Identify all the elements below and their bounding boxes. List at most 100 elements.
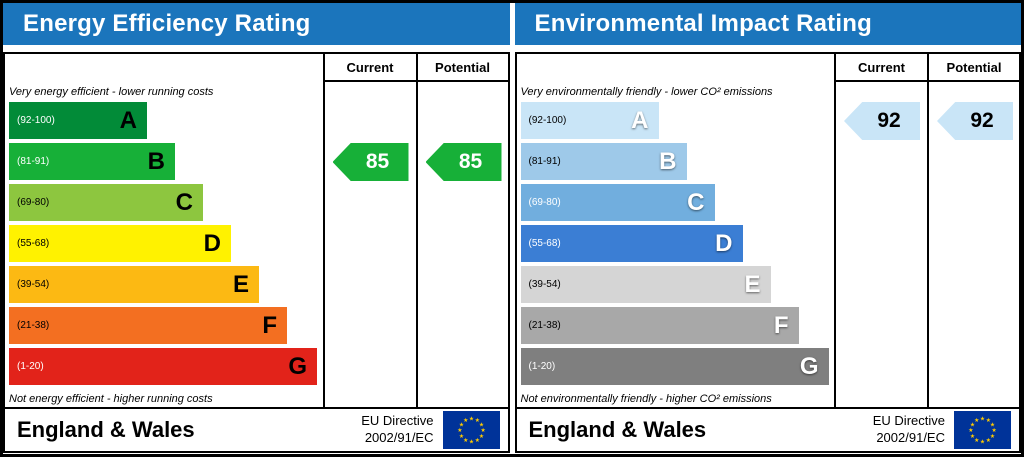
rating-band: (1-20) G [9, 348, 317, 385]
band-range-label: (69-80) [528, 197, 561, 208]
band-range-label: (55-68) [528, 238, 561, 249]
svg-text:★: ★ [980, 439, 985, 446]
eu-directive-line2: 2002/91/EC [876, 430, 945, 445]
potential-column-header: Potential [415, 54, 508, 82]
current-rating-arrow: 85 [332, 143, 409, 181]
column-spacer [5, 54, 323, 82]
band-range-label: (69-80) [17, 197, 50, 208]
svg-text:★: ★ [974, 417, 979, 424]
svg-text:★: ★ [980, 416, 985, 423]
band-range-label: (1-20) [17, 361, 44, 372]
rating-band: (81-91) B [9, 143, 175, 180]
band-letter: F [262, 311, 277, 339]
svg-text:★: ★ [990, 421, 995, 428]
eu-directive-label: EU Directive 2002/91/EC [873, 413, 945, 447]
rating-band: (39-54) E [520, 266, 771, 303]
rating-band: (81-91) B [520, 143, 687, 180]
svg-text:★: ★ [478, 421, 483, 428]
rating-band: (55-68) D [9, 225, 231, 262]
band-letter: A [119, 106, 137, 134]
band-letter: F [773, 311, 789, 339]
svg-text:★: ★ [463, 437, 468, 444]
band-list: (92-100) A (81-91) B (69-80) C (55-68) D… [520, 102, 835, 389]
potential-value-column: 85 [415, 82, 508, 407]
band-letter: G [288, 352, 307, 380]
current-value-column: 92 [834, 82, 927, 407]
band-list: (92-100) A (81-91) B (69-80) C (55-68) D… [9, 102, 323, 389]
environmental-title-bar: Environmental Impact Rating [514, 3, 1021, 45]
svg-text:★: ★ [468, 416, 473, 423]
bottom-caption: Not environmentally friendly - higher CO… [520, 393, 772, 405]
rating-band: (21-38) F [520, 307, 799, 344]
current-column-header: Current [834, 54, 927, 82]
svg-text:★: ★ [478, 433, 483, 440]
bands-column: Very environmentally friendly - lower CO… [517, 82, 835, 407]
svg-text:★: ★ [474, 417, 479, 424]
eu-directive-line1: EU Directive [872, 413, 945, 429]
band-range-label: (39-54) [17, 279, 50, 290]
bands-column: Very energy efficient - lower running co… [5, 82, 323, 407]
rating-band: (39-54) E [9, 266, 259, 303]
environmental-impact-panel: Environmental Impact Rating Current Pote… [514, 3, 1021, 454]
rating-band: (69-80) C [9, 184, 203, 221]
band-range-label: (55-68) [17, 238, 50, 249]
potential-column-header: Potential [927, 54, 1019, 82]
rating-band-row: (1-20) G [520, 348, 835, 385]
environmental-rating-chart: Current Potential Very environmentally f… [514, 52, 1021, 409]
band-range-label: (81-91) [528, 156, 561, 167]
potential-rating-arrow: 92 [937, 102, 1013, 140]
potential-value-column: 92 [927, 82, 1019, 407]
eu-flag-icon: ★ ★★ ★★★ ★★★ ★★★ [954, 411, 1011, 449]
rating-band: (1-20) G [520, 348, 829, 385]
current-rating-arrow: 92 [844, 102, 920, 140]
svg-text:★: ★ [986, 417, 991, 424]
rating-band: (92-100) A [520, 102, 659, 139]
rating-band-row: (21-38) F [520, 307, 835, 344]
band-letter: E [744, 270, 761, 298]
svg-text:★: ★ [986, 437, 991, 444]
top-caption: Very environmentally friendly - lower CO… [520, 86, 773, 98]
svg-text:★: ★ [474, 437, 479, 444]
rating-band-row: (81-91) B [9, 143, 323, 180]
column-header-row: Current Potential [5, 54, 508, 82]
svg-text:★: ★ [970, 433, 975, 440]
bottom-caption: Not energy efficient - higher running co… [9, 393, 213, 405]
region-label: England & Wales [17, 417, 195, 442]
potential-rating-arrow: 85 [425, 143, 502, 181]
rating-band-row: (92-100) A [520, 102, 835, 139]
rating-band-row: (81-91) B [520, 143, 835, 180]
rating-band: (21-38) F [9, 307, 287, 344]
panel-title: Environmental Impact Rating [534, 10, 872, 37]
rating-band-row: (55-68) D [520, 225, 835, 262]
svg-text:★: ★ [968, 427, 973, 434]
rating-band-row: (92-100) A [9, 102, 323, 139]
current-column-header: Current [322, 54, 416, 82]
band-range-label: (92-100) [528, 115, 567, 126]
eu-directive-label: EU Directive 2002/91/EC [361, 413, 433, 447]
band-range-label: (21-38) [17, 320, 50, 331]
panel-title: Energy Efficiency Rating [23, 10, 311, 37]
band-letter: C [175, 188, 193, 216]
band-range-label: (39-54) [528, 279, 561, 290]
band-letter: B [659, 147, 677, 175]
band-letter: D [203, 229, 221, 257]
eu-directive-line1: EU Directive [361, 413, 434, 429]
rating-band-row: (69-80) C [9, 184, 323, 221]
svg-text:★: ★ [480, 427, 485, 434]
top-caption: Very energy efficient - lower running co… [9, 86, 214, 98]
band-letter: B [147, 147, 165, 175]
band-letter: G [799, 352, 819, 380]
band-letter: A [631, 106, 649, 134]
svg-text:★: ★ [974, 437, 979, 444]
svg-text:★: ★ [990, 433, 995, 440]
rating-band-row: (21-38) F [9, 307, 323, 344]
band-range-label: (92-100) [17, 115, 55, 126]
band-range-label: (81-91) [17, 156, 50, 167]
rating-band: (69-80) C [520, 184, 715, 221]
current-value-column: 85 [322, 82, 416, 407]
region-label: England & Wales [528, 417, 707, 442]
svg-text:★: ★ [458, 433, 463, 440]
energy-title-bar: Energy Efficiency Rating [3, 3, 510, 45]
rating-band-row: (1-20) G [9, 348, 323, 385]
